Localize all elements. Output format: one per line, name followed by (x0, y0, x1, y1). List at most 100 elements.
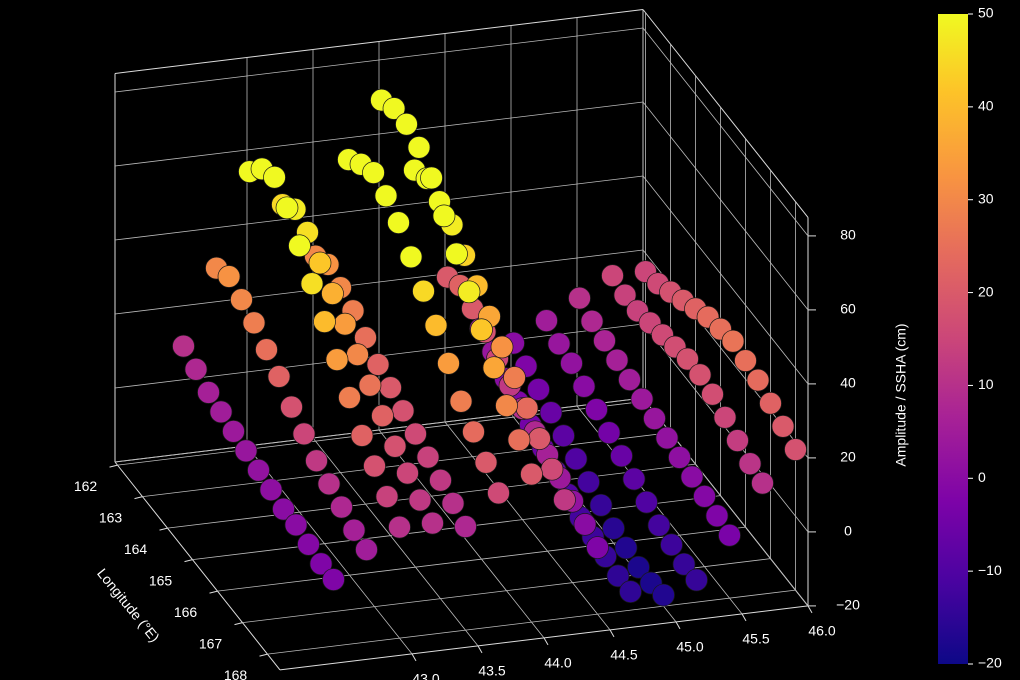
data-point (322, 568, 345, 591)
tick-mark (477, 645, 483, 654)
x-tick-label: 164 (124, 541, 148, 557)
data-point (317, 472, 341, 496)
data-point (622, 467, 646, 491)
data-point (705, 504, 729, 528)
colorbar-tick-label: −10 (978, 562, 1002, 578)
data-point (292, 422, 316, 446)
tick-mark (109, 464, 118, 468)
colorbar-tick-label: 0 (978, 469, 986, 485)
data-point (580, 309, 604, 333)
data-point (267, 365, 291, 388)
points (172, 88, 807, 607)
grid-line (114, 101, 644, 167)
data-point (449, 389, 473, 413)
z-axis-label: Amplitude / SSHA (cm) (893, 323, 909, 466)
data-point (606, 564, 630, 588)
grid-line (114, 249, 644, 315)
data-point (416, 445, 440, 469)
z-tick-label: −20 (836, 597, 860, 613)
data-point (784, 438, 807, 461)
x-tick-label: 168 (224, 667, 248, 680)
z-tick-label: 20 (840, 449, 856, 465)
data-point (342, 518, 366, 542)
data-point (487, 481, 510, 505)
grid-line (642, 101, 809, 311)
data-point (350, 424, 374, 447)
data-point (507, 428, 531, 452)
data-point (573, 513, 597, 536)
data-point (255, 338, 278, 361)
data-point (535, 309, 558, 332)
tick-mark (807, 605, 813, 614)
data-point (395, 112, 418, 136)
data-point (404, 422, 427, 446)
data-point (197, 381, 220, 404)
data-point (503, 366, 526, 389)
data-point (627, 555, 650, 579)
data-point (602, 516, 625, 540)
data-point (721, 329, 745, 353)
data-point (424, 314, 448, 337)
data-point (655, 426, 679, 450)
data-point (457, 280, 481, 304)
grid-line (642, 175, 809, 385)
data-point (288, 234, 311, 258)
data-point (432, 204, 456, 228)
grid-line (114, 175, 644, 241)
data-point (338, 386, 361, 409)
tick-mark (184, 559, 193, 563)
data-point (391, 399, 415, 423)
tick-mark (411, 653, 417, 662)
data-point (630, 387, 654, 411)
data-point (585, 398, 608, 421)
data-point (325, 348, 349, 371)
data-point (619, 580, 642, 604)
tick-mark (209, 590, 218, 594)
data-point (490, 335, 514, 359)
data-point (209, 400, 233, 424)
x-tick-label: 163 (99, 509, 123, 525)
data-point (552, 424, 575, 448)
z-tick-label: 0 (844, 523, 852, 539)
tick-mark (234, 622, 243, 626)
data-point (437, 352, 460, 375)
data-point (383, 434, 407, 458)
data-point (515, 396, 539, 420)
data-point (610, 444, 633, 468)
data-point (259, 478, 283, 502)
data-point (718, 523, 741, 547)
grid-line (114, 27, 644, 93)
data-point (272, 497, 295, 521)
data-point (601, 264, 624, 287)
data-point (676, 347, 699, 371)
data-point (297, 532, 320, 556)
pane-edge (114, 461, 281, 671)
x-tick-label: 162 (74, 478, 98, 494)
data-point (660, 533, 683, 557)
data-point (652, 583, 675, 607)
data-point (560, 351, 583, 375)
pane-edge (642, 9, 809, 218)
y-tick-label: 44.0 (544, 655, 571, 671)
tick-mark (134, 496, 143, 500)
data-point (388, 515, 411, 539)
colorbar-fill (938, 14, 968, 664)
data-point (589, 493, 613, 517)
colorbar-tick-label: 50 (978, 5, 994, 21)
data-point (605, 348, 629, 372)
colorbar-tick-label: −20 (978, 655, 1002, 671)
data-point (474, 451, 498, 474)
data-point (540, 457, 564, 481)
tick-mark (159, 527, 168, 531)
data-point (470, 318, 493, 342)
data-point (462, 420, 485, 444)
data-point (300, 272, 324, 296)
y-tick-label: 46.0 (808, 623, 835, 639)
y-tick-label: 45.0 (676, 639, 703, 655)
z-tick-label: 60 (840, 301, 856, 317)
tick-mark (675, 621, 681, 630)
data-point (520, 462, 543, 486)
data-point (374, 184, 398, 208)
data-point (305, 449, 328, 473)
